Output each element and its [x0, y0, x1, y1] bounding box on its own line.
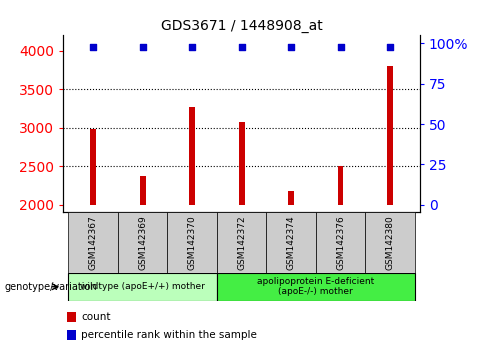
Text: percentile rank within the sample: percentile rank within the sample [81, 330, 257, 339]
Point [287, 44, 295, 50]
Title: GDS3671 / 1448908_at: GDS3671 / 1448908_at [161, 19, 323, 33]
Text: count: count [81, 312, 111, 322]
Bar [189, 107, 195, 205]
Bar [67, 330, 76, 340]
Bar [67, 312, 76, 322]
Bar [217, 212, 266, 273]
Text: GSM142380: GSM142380 [386, 215, 394, 270]
Bar [217, 273, 415, 301]
Text: GSM142372: GSM142372 [237, 215, 246, 270]
Point [337, 44, 345, 50]
Bar [140, 176, 145, 205]
Bar [118, 212, 167, 273]
Text: GSM142376: GSM142376 [336, 215, 345, 270]
Bar [90, 129, 96, 205]
Bar [288, 191, 294, 205]
Bar [338, 166, 344, 205]
Bar [387, 66, 393, 205]
Bar [167, 212, 217, 273]
Bar [266, 212, 316, 273]
Point [139, 44, 146, 50]
Point [89, 44, 97, 50]
Text: GSM142369: GSM142369 [138, 215, 147, 270]
Bar [68, 273, 217, 301]
Bar [239, 121, 244, 205]
Point [238, 44, 245, 50]
Text: apolipoprotein E-deficient
(apoE-/-) mother: apolipoprotein E-deficient (apoE-/-) mot… [257, 277, 374, 296]
Bar [68, 212, 118, 273]
Bar [365, 212, 415, 273]
Bar [316, 212, 365, 273]
Text: GSM142370: GSM142370 [187, 215, 197, 270]
Text: wildtype (apoE+/+) mother: wildtype (apoE+/+) mother [80, 282, 205, 291]
Text: GSM142374: GSM142374 [286, 215, 296, 270]
Text: GSM142367: GSM142367 [89, 215, 98, 270]
Point [188, 44, 196, 50]
Point [386, 44, 394, 50]
Text: genotype/variation: genotype/variation [5, 282, 98, 292]
